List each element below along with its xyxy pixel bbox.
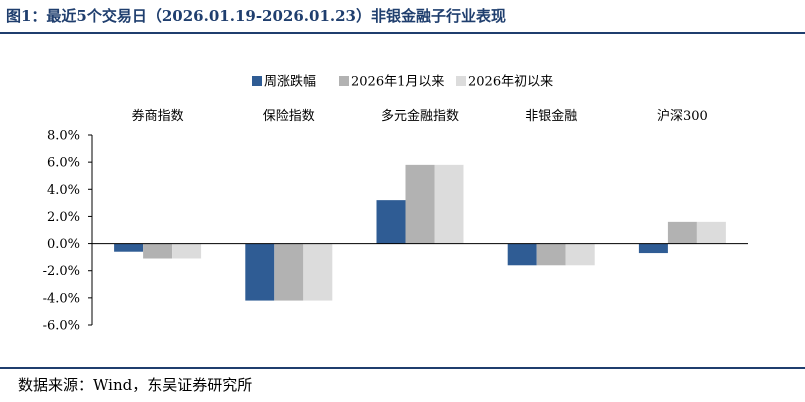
y-tick-label: -4.0% xyxy=(43,291,80,306)
bar-2-0 xyxy=(376,200,406,244)
legend-swatch-1 xyxy=(339,76,349,86)
title-rule xyxy=(0,32,805,34)
y-tick-label: -6.0% xyxy=(43,319,80,334)
bar-3-0 xyxy=(507,243,537,266)
y-tick-label: 6.0% xyxy=(47,156,80,171)
category-label: 多元金融指数 xyxy=(381,108,459,124)
y-tick-label: 4.0% xyxy=(47,183,80,198)
y-tick-label: 0.0% xyxy=(47,237,80,252)
bar-4-2 xyxy=(696,221,726,244)
bar-0-2 xyxy=(172,243,202,259)
bar-1-0 xyxy=(245,243,275,301)
legend-swatch-0 xyxy=(252,76,262,86)
bar-2-2 xyxy=(434,164,464,244)
legend-label: 周涨跌幅 xyxy=(264,74,316,90)
source-note: 数据来源：Wind，东吴证券研究所 xyxy=(18,376,253,394)
bar-3-1 xyxy=(536,243,566,266)
legend-swatch-2 xyxy=(456,76,466,86)
y-tick-label: -2.0% xyxy=(43,264,80,279)
category-label: 券商指数 xyxy=(132,108,184,124)
bar-2-1 xyxy=(405,164,435,244)
bar-4-0 xyxy=(638,243,668,254)
bar-1-1 xyxy=(274,243,304,301)
footer-rule xyxy=(0,367,805,369)
bar-4-1 xyxy=(667,221,697,244)
category-label: 沪深300 xyxy=(657,108,708,124)
figure-title: 图1：最近5个交易日（2026.01.19-2026.01.23）非银金融子行业… xyxy=(6,7,506,25)
bar-0-1 xyxy=(143,243,173,259)
bar-1-2 xyxy=(303,243,333,301)
legend-label: 2026年初以来 xyxy=(468,75,553,90)
bar-0-0 xyxy=(114,243,144,252)
category-label: 非银金融 xyxy=(525,108,577,124)
y-tick-label: 8.0% xyxy=(47,129,80,144)
legend-label: 2026年1月以来 xyxy=(351,75,444,90)
y-tick-label: 2.0% xyxy=(47,210,80,225)
bar-3-2 xyxy=(565,243,595,266)
category-label: 保险指数 xyxy=(263,109,315,124)
